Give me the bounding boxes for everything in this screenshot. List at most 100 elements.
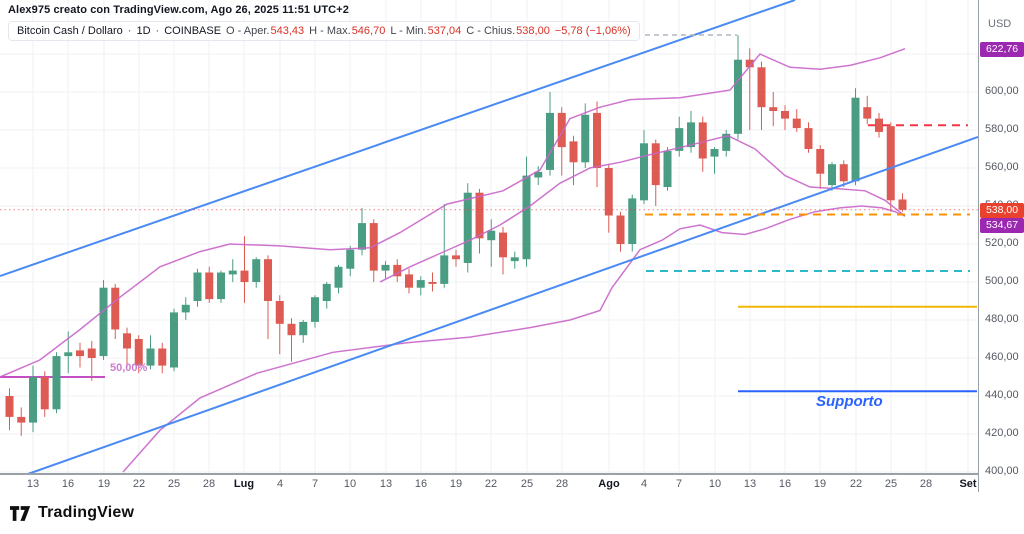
candle[interactable]	[181, 297, 190, 320]
supporto-annotation[interactable]: Supporto	[816, 393, 883, 410]
candlestick-plot[interactable]	[0, 0, 978, 474]
candle[interactable]	[311, 295, 319, 328]
channel-upper[interactable]	[0, 0, 796, 277]
date-tick-label: 22	[849, 478, 863, 490]
candle[interactable]	[745, 48, 754, 130]
candle[interactable]	[381, 261, 390, 279]
price-chart[interactable]	[0, 0, 978, 474]
candle[interactable]	[898, 193, 907, 212]
candle[interactable]	[405, 268, 413, 294]
candle[interactable]	[146, 335, 155, 370]
candle[interactable]	[593, 101, 601, 188]
date-tick-label: 7	[311, 478, 319, 490]
candle[interactable]	[111, 283, 120, 339]
candle[interactable]	[76, 342, 84, 368]
candle[interactable]	[640, 130, 648, 205]
candle[interactable]	[804, 122, 813, 153]
candle[interactable]	[193, 268, 202, 307]
candle[interactable]	[722, 130, 731, 157]
candle[interactable]	[287, 318, 296, 362]
candle[interactable]	[781, 105, 789, 130]
candle[interactable]	[792, 109, 801, 132]
time-axis[interactable]: 13 16 19 22 25 28 Lug 4 7 10 13 16 19 22 25 28 Ago 4 7 10 13…	[0, 474, 978, 495]
candle[interactable]	[616, 211, 625, 252]
candle[interactable]	[416, 276, 425, 296]
candle[interactable]	[393, 259, 402, 282]
candle[interactable]	[698, 116, 707, 172]
fib-50-label[interactable]: 50,00%	[110, 362, 148, 374]
candle[interactable]	[499, 226, 507, 275]
candle[interactable]	[687, 111, 695, 153]
candle[interactable]	[170, 308, 178, 372]
candle[interactable]	[675, 116, 684, 157]
candle[interactable]	[475, 188, 484, 254]
candle[interactable]	[87, 340, 96, 381]
candle[interactable]	[875, 112, 883, 138]
candle[interactable]	[757, 61, 766, 130]
candle[interactable]	[299, 320, 308, 343]
candle[interactable]	[604, 164, 613, 233]
date-tick-label: 4	[276, 478, 284, 490]
symbol-legend[interactable]: Bitcoin Cash / Dollaro · 1D · COINBASE O…	[8, 21, 640, 41]
candle[interactable]	[734, 35, 742, 140]
price-tick-label: 440,00	[985, 389, 1019, 401]
date-tick-label: 7	[675, 478, 683, 490]
date-tick-label: 16	[778, 478, 792, 490]
price-badge: 622,76	[980, 41, 1024, 57]
candle[interactable]	[510, 251, 519, 269]
candle[interactable]	[334, 264, 343, 294]
candle[interactable]	[557, 107, 566, 176]
candle[interactable]	[851, 88, 860, 186]
close-value: 538,00	[516, 25, 550, 37]
price-tick-label: 580,00	[985, 123, 1019, 135]
price-axis[interactable]: USD 620,00600,00580,00560,00540,00520,00…	[978, 0, 1024, 492]
candle[interactable]	[440, 204, 449, 288]
timeframe-label[interactable]: 1D	[136, 25, 151, 37]
channel-lower[interactable]	[27, 136, 978, 474]
candle[interactable]	[240, 236, 249, 303]
date-tick-label: 22	[484, 478, 498, 490]
tradingview-logo[interactable]: TradingView	[10, 504, 134, 522]
candle[interactable]	[228, 259, 237, 282]
candle[interactable]	[369, 219, 378, 282]
price-badge: 534,67	[980, 217, 1024, 233]
candle[interactable]	[322, 282, 331, 309]
candle[interactable]	[99, 280, 108, 360]
candle[interactable]	[581, 103, 590, 168]
candle[interactable]	[628, 194, 637, 252]
candle[interactable]	[52, 352, 61, 414]
candle[interactable]	[428, 272, 437, 292]
candle[interactable]	[769, 92, 778, 127]
candle[interactable]	[5, 388, 14, 431]
candle[interactable]	[346, 245, 355, 277]
candle[interactable]	[828, 162, 836, 191]
candle[interactable]	[839, 160, 848, 187]
candle[interactable]	[217, 270, 225, 303]
candle[interactable]	[264, 255, 272, 339]
candle[interactable]	[463, 183, 472, 273]
candle[interactable]	[134, 335, 143, 374]
candle[interactable]	[123, 327, 131, 368]
candle[interactable]	[651, 139, 660, 207]
candle[interactable]	[710, 147, 719, 174]
date-tick-label: 19	[449, 478, 463, 490]
candle[interactable]	[487, 219, 496, 267]
candle[interactable]	[17, 407, 26, 436]
candle[interactable]	[663, 147, 672, 191]
candle[interactable]	[863, 95, 872, 125]
date-tick-label: 22	[132, 478, 146, 490]
candle[interactable]	[522, 156, 531, 267]
price-tick-label: 460,00	[985, 351, 1019, 363]
candle[interactable]	[452, 249, 460, 267]
candle[interactable]	[205, 266, 214, 303]
candle[interactable]	[252, 257, 261, 288]
candle[interactable]	[275, 295, 284, 355]
candle[interactable]	[816, 145, 825, 189]
candle[interactable]	[546, 92, 554, 176]
candle[interactable]	[158, 342, 167, 374]
candle[interactable]	[40, 371, 49, 417]
candle[interactable]	[29, 365, 37, 433]
candle[interactable]	[534, 166, 543, 186]
close-label: C - Chius.	[466, 25, 516, 37]
